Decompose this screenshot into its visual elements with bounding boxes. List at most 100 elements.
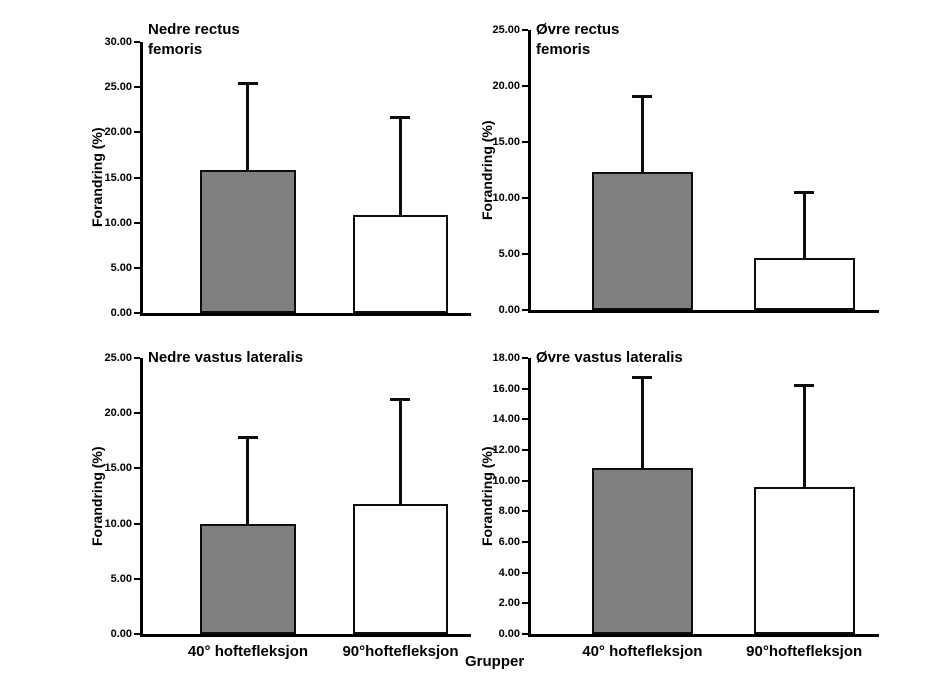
y-tick-label: 30.00	[104, 36, 132, 48]
chart-ovre-rectus-femoris: Forandring (%) Øvre rectus femoris 0.00 5…	[470, 0, 940, 340]
y-tick-label: 10.00	[104, 517, 132, 530]
y-axis-title: Forandring (%)	[479, 446, 495, 546]
plot-area: 0.00 5.00 10.00 15.00 20.00 25.00 40° hoftefle…	[104, 352, 471, 660]
y-tick-mark	[522, 29, 528, 31]
y-tick-mark	[522, 541, 528, 544]
y-tick-label: 4.00	[498, 566, 520, 579]
y-tick-label: 14.00	[492, 413, 520, 426]
error-bar-cap	[794, 190, 815, 194]
x-category-label: 90°hoftefleksjon	[342, 643, 459, 660]
y-tick-label: 0.00	[110, 628, 132, 640]
bar	[200, 523, 296, 634]
y-tick-label: 15.00	[492, 136, 520, 148]
y-axis-title: Forandring (%)	[89, 446, 105, 546]
error-bar-line	[246, 437, 250, 524]
error-bar-line	[802, 192, 806, 259]
error-bar-line	[640, 96, 644, 173]
error-bar-cap	[390, 398, 411, 402]
y-tick-label: 15.00	[104, 171, 132, 184]
y-tick-label: 10.00	[104, 216, 132, 229]
bar	[591, 172, 693, 310]
y-tick-label: 6.00	[498, 536, 520, 548]
y-tick-label: 15.00	[104, 462, 132, 475]
y-tick-label: 25.00	[104, 352, 132, 364]
error-bar-line	[640, 377, 644, 469]
y-axis-title: Forandring (%)	[89, 127, 105, 228]
chart-title: Nedre vastus lateralis	[148, 349, 304, 366]
y-tick-mark	[522, 571, 528, 574]
y-tick-mark	[134, 633, 140, 635]
y-axis-title: Forandring (%)	[479, 120, 495, 220]
chart-title: Øvre vastus lateralis	[536, 349, 683, 366]
error-bar-line	[398, 399, 402, 504]
y-tick-mark	[134, 522, 140, 525]
error-bar-cap	[632, 376, 653, 380]
bar	[591, 468, 693, 634]
y-tick-label: 10.00	[492, 192, 520, 204]
y-tick-label: 0.00	[110, 307, 132, 319]
y-tick-mark	[522, 479, 528, 482]
y-tick-mark	[522, 197, 528, 199]
error-bar-cap	[390, 116, 411, 120]
y-tick-label: 16.00	[492, 382, 520, 395]
bar	[352, 214, 449, 313]
error-bar-line	[398, 117, 402, 215]
y-tick-label: 20.00	[104, 126, 132, 139]
bar	[200, 170, 296, 313]
error-bar-cap	[632, 94, 653, 98]
y-tick-label: 2.00	[498, 597, 520, 610]
y-tick-label: 5.00	[110, 572, 132, 585]
y-tick-label: 0.00	[498, 304, 520, 316]
y-tick-label: 5.00	[110, 261, 132, 274]
error-bar-cap	[237, 436, 258, 439]
y-tick-label: 18.00	[492, 352, 520, 364]
plot-area: 0.00 2.00 4.00 6.00 8.00 10.00 12.00 14.00 16.00…	[492, 352, 879, 660]
y-tick-mark	[134, 266, 140, 269]
error-bar-line	[246, 83, 250, 171]
x-category-label: 40° hoftefleksjon	[582, 643, 703, 660]
y-tick-mark	[522, 633, 528, 635]
chart-title: Øvre rectus femoris	[536, 21, 620, 58]
plot-area: 0.00 5.00 10.00 15.00 20.00 25.00 30.00	[104, 36, 471, 319]
x-axis-group-title: Grupper	[465, 653, 525, 670]
y-tick-mark	[522, 387, 528, 390]
y-tick-label: 12.00	[492, 444, 520, 456]
bar	[753, 486, 855, 634]
y-tick-mark	[522, 253, 528, 255]
y-tick-label: 20.00	[492, 80, 520, 92]
y-tick-mark	[134, 86, 140, 89]
chart-title: Nedre rectus femoris	[148, 21, 240, 58]
y-tick-mark	[522, 418, 528, 421]
y-tick-label: 5.00	[498, 248, 520, 260]
chart-nedre-rectus-femoris: Forandring (%) Nedre rectus femoris 0.00…	[0, 0, 471, 340]
y-tick-mark	[134, 577, 140, 580]
x-category-label: 40° hoftefleksjon	[187, 643, 309, 660]
y-tick-mark	[522, 85, 528, 87]
y-tick-mark	[134, 221, 140, 224]
y-tick-label: 25.00	[104, 81, 132, 94]
y-tick-mark	[134, 357, 140, 359]
plot-area: 0.00 5.00 10.00 15.00 20.00 25.00	[492, 24, 879, 316]
y-tick-mark	[134, 131, 140, 134]
y-tick-label: 10.00	[492, 474, 520, 487]
y-tick-mark	[522, 602, 528, 605]
y-tick-label: 8.00	[498, 505, 520, 518]
y-tick-label: 20.00	[104, 407, 132, 420]
chart-nedre-vastus-lateralis: Forandring (%) Nedre vastus lateralis 0.…	[0, 340, 471, 684]
x-category-label: 90°hoftefleksjon	[746, 643, 863, 660]
y-tick-mark	[134, 176, 140, 179]
y-tick-mark	[134, 467, 140, 470]
y-tick-mark	[134, 312, 140, 314]
error-bar-cap	[237, 82, 258, 86]
y-tick-label: 25.00	[492, 24, 520, 36]
error-bar-line	[802, 385, 806, 487]
y-tick-mark	[522, 510, 528, 513]
chart-ovre-vastus-lateralis: Forandring (%) Øvre vastus lateralis 0.0…	[470, 340, 940, 684]
y-tick-label: 0.00	[498, 628, 520, 640]
y-tick-mark	[522, 357, 528, 359]
y-tick-mark	[522, 141, 528, 143]
error-bar-cap	[794, 384, 815, 388]
y-tick-mark	[522, 309, 528, 311]
y-tick-mark	[134, 412, 140, 415]
